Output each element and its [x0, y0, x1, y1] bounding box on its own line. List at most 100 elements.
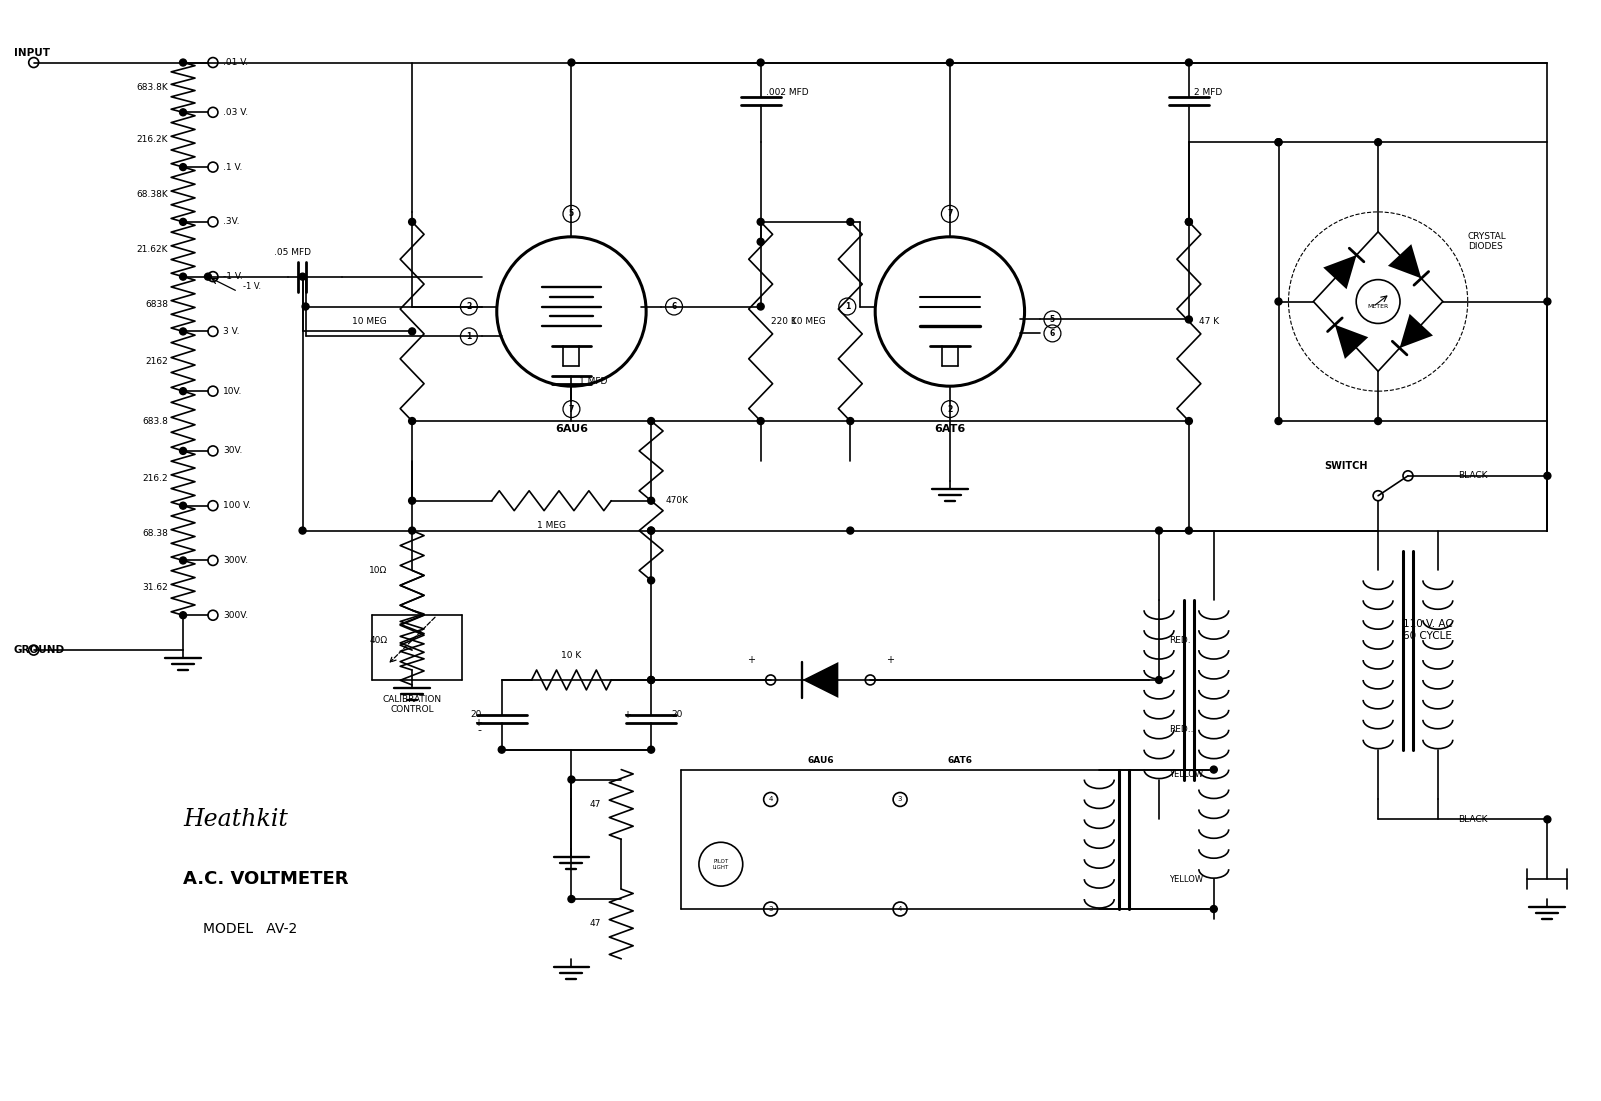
Text: 10V.: 10V. [223, 386, 242, 395]
Circle shape [1156, 527, 1162, 534]
Text: 40Ω: 40Ω [370, 635, 387, 644]
Circle shape [179, 109, 187, 116]
Text: 7: 7 [568, 404, 575, 414]
Polygon shape [1388, 244, 1422, 279]
Text: BLACK: BLACK [1459, 815, 1487, 824]
Circle shape [179, 59, 187, 66]
Text: 216.2K: 216.2K [136, 135, 168, 144]
Text: .03 V.: .03 V. [223, 108, 248, 117]
Text: 6AT6: 6AT6 [948, 755, 972, 764]
Text: 10 K: 10 K [562, 651, 581, 659]
Circle shape [847, 218, 853, 226]
Text: -: - [628, 718, 631, 728]
Text: 5: 5 [1050, 315, 1055, 324]
Circle shape [1543, 472, 1551, 479]
Circle shape [303, 303, 309, 310]
Circle shape [757, 417, 764, 425]
Circle shape [568, 59, 575, 66]
Circle shape [1185, 417, 1193, 425]
Text: BLACK: BLACK [1459, 471, 1487, 480]
Text: 47: 47 [589, 800, 602, 809]
Text: 20: 20 [671, 710, 682, 719]
Circle shape [498, 746, 506, 753]
Text: 683.8: 683.8 [142, 416, 168, 426]
Text: 2: 2 [466, 302, 472, 310]
Text: 2: 2 [948, 404, 953, 414]
Text: CRYSTAL
DIODES: CRYSTAL DIODES [1468, 232, 1507, 251]
Circle shape [648, 577, 655, 584]
Text: 2 MFD: 2 MFD [1194, 88, 1222, 97]
Text: YELLOW: YELLOW [1169, 874, 1202, 884]
Text: 4: 4 [768, 796, 773, 803]
Text: 10Ω: 10Ω [368, 566, 387, 575]
Circle shape [1274, 139, 1282, 145]
Circle shape [648, 676, 655, 684]
Text: +: + [746, 655, 754, 665]
Circle shape [757, 218, 764, 226]
Text: 21.62K: 21.62K [136, 244, 168, 253]
Circle shape [757, 59, 764, 66]
Circle shape [408, 328, 416, 335]
Text: -1 V.: -1 V. [223, 272, 243, 281]
Text: SWITCH: SWITCH [1324, 461, 1369, 471]
Circle shape [299, 273, 306, 280]
Text: 5: 5 [568, 209, 575, 218]
Text: 300V.: 300V. [223, 611, 248, 620]
Text: 6: 6 [671, 302, 677, 310]
Text: 300V.: 300V. [223, 556, 248, 565]
Circle shape [757, 303, 764, 310]
Circle shape [1543, 298, 1551, 305]
Circle shape [1543, 816, 1551, 822]
Text: 68.38: 68.38 [142, 528, 168, 537]
Text: 6AU6: 6AU6 [807, 755, 834, 764]
Circle shape [568, 895, 575, 903]
Text: 6AT6: 6AT6 [935, 424, 965, 434]
Text: 1: 1 [466, 331, 472, 341]
Circle shape [568, 776, 575, 783]
Text: 10 MEG: 10 MEG [791, 317, 826, 326]
Text: 68.38K: 68.38K [136, 190, 168, 199]
Circle shape [1274, 139, 1282, 145]
Text: 470K: 470K [666, 497, 688, 505]
Circle shape [847, 527, 853, 534]
Text: +: + [474, 718, 482, 728]
Circle shape [1185, 527, 1193, 534]
Circle shape [179, 502, 187, 509]
Circle shape [205, 273, 211, 280]
Circle shape [648, 527, 655, 534]
Text: 4: 4 [898, 906, 903, 912]
Text: RED..: RED.. [1169, 726, 1193, 734]
Text: 683.8K: 683.8K [136, 83, 168, 91]
Circle shape [648, 498, 655, 504]
Circle shape [1210, 766, 1217, 773]
Text: YELLOW: YELLOW [1169, 770, 1202, 780]
Circle shape [1210, 905, 1217, 913]
Text: CALIBRATION
CONTROL: CALIBRATION CONTROL [383, 695, 442, 715]
Circle shape [179, 273, 187, 280]
Text: MODEL   AV-2: MODEL AV-2 [203, 922, 298, 936]
Text: Heathkit: Heathkit [183, 808, 288, 831]
Text: 1: 1 [845, 302, 850, 310]
Circle shape [946, 59, 953, 66]
Circle shape [408, 527, 416, 534]
Text: GROUND: GROUND [14, 645, 66, 655]
Text: 216.2: 216.2 [142, 473, 168, 483]
Circle shape [1274, 298, 1282, 305]
Circle shape [1156, 676, 1162, 684]
Text: 110 V. AC
60 CYCLE: 110 V. AC 60 CYCLE [1402, 620, 1452, 641]
Text: 2162: 2162 [146, 357, 168, 366]
Text: .002 MFD: .002 MFD [765, 88, 809, 97]
Text: 6838: 6838 [146, 299, 168, 308]
Circle shape [408, 218, 416, 226]
Text: .3V.: .3V. [223, 217, 240, 227]
Circle shape [648, 746, 655, 753]
Text: METER: METER [1367, 304, 1388, 309]
Circle shape [1185, 316, 1193, 323]
Circle shape [179, 612, 187, 619]
Text: +: + [623, 710, 631, 720]
Polygon shape [802, 662, 839, 698]
Circle shape [1185, 218, 1193, 226]
Text: 10 MEG: 10 MEG [352, 317, 387, 326]
Text: PILOT
LIGHT: PILOT LIGHT [712, 859, 728, 870]
Circle shape [408, 417, 416, 425]
